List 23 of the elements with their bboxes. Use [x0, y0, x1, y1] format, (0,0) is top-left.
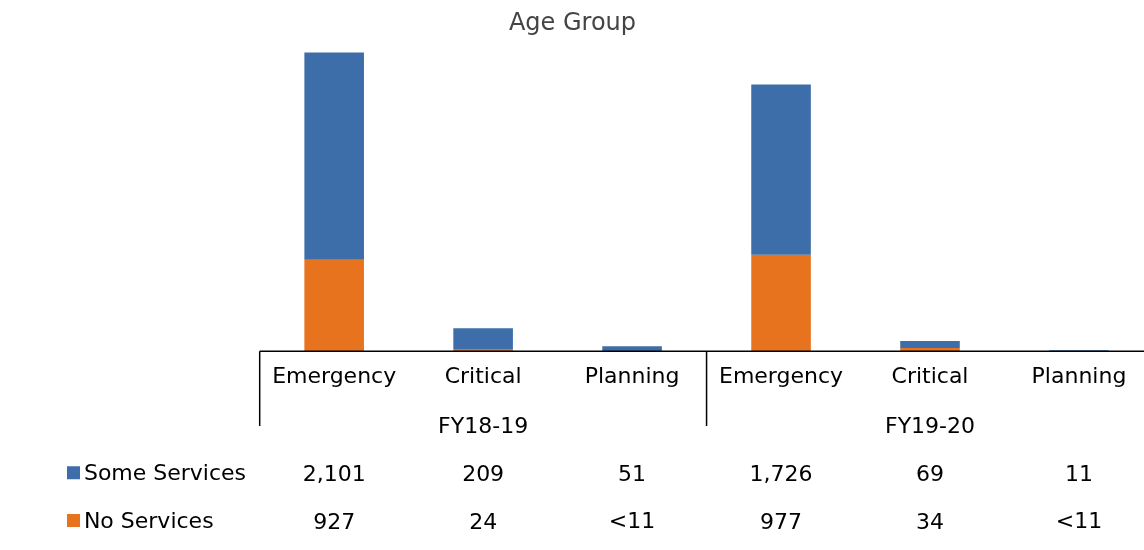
x-tick-label: Emergency — [272, 363, 397, 389]
data-label: 2,101 — [302, 460, 366, 486]
legend-label: Some Services — [83, 460, 247, 486]
text: <11 — [608, 508, 656, 534]
x-tick-label: Critical — [444, 363, 522, 389]
chart-title: Age Group — [508, 7, 637, 36]
data-label: 1,726 — [749, 460, 813, 486]
data-label: 977 — [760, 508, 803, 534]
data-label: 927 — [313, 508, 356, 534]
legend-label: No Services — [83, 508, 214, 534]
x-tick-label: Planning — [1031, 363, 1127, 389]
data-label: 24 — [469, 508, 498, 534]
data-label: 51 — [618, 460, 647, 486]
text: FY18-19 — [438, 413, 529, 439]
data-label: 11 — [1064, 460, 1093, 486]
text: <11 — [1055, 508, 1103, 534]
text: FY19-20 — [884, 413, 976, 439]
x-tick-label: Critical — [891, 363, 969, 389]
x-tick-label: Planning — [584, 363, 680, 389]
data-label: 69 — [916, 460, 944, 486]
x-tick-label: Emergency — [719, 363, 844, 389]
data-label: 34 — [916, 508, 944, 534]
data-label: 209 — [462, 460, 505, 486]
